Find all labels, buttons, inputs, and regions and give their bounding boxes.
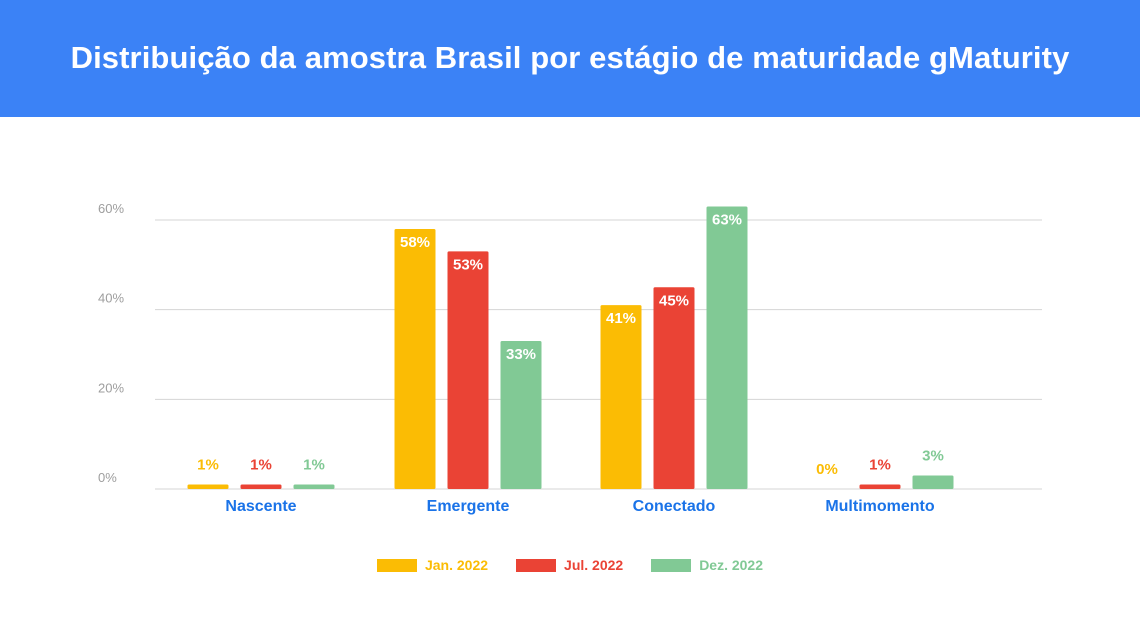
data-label: 3% xyxy=(922,448,944,465)
legend-label: Dez. 2022 xyxy=(699,557,764,573)
data-label: 58% xyxy=(400,234,430,251)
y-tick-label: 0% xyxy=(98,470,117,485)
legend-label: Jul. 2022 xyxy=(564,557,624,573)
bar xyxy=(500,341,542,489)
category-label: Multimomento xyxy=(825,498,935,515)
chart-legend: Jan. 2022 Jul. 2022 Dez. 2022 xyxy=(0,557,1140,573)
data-label: 33% xyxy=(506,346,536,363)
data-label: 1% xyxy=(197,457,219,474)
bar xyxy=(912,475,954,489)
data-label: 1% xyxy=(250,457,272,474)
data-label: 53% xyxy=(453,256,483,273)
data-label: 0% xyxy=(816,461,838,478)
category-label: Conectado xyxy=(633,498,716,515)
bar xyxy=(447,251,489,489)
bar xyxy=(394,228,436,489)
bar xyxy=(187,484,229,489)
legend-label: Jan. 2022 xyxy=(424,557,489,573)
legend-swatch xyxy=(651,558,692,572)
legend-swatch xyxy=(376,558,417,572)
legend-item: Jan. 2022 xyxy=(376,557,489,573)
data-label: 41% xyxy=(606,310,636,327)
header-banner: Distribuição da amostra Brasil por estág… xyxy=(0,0,1140,117)
y-tick-label: 20% xyxy=(98,380,124,395)
legend-swatch xyxy=(516,558,557,572)
bar xyxy=(653,287,695,489)
data-label: 1% xyxy=(303,457,325,474)
category-label: Nascente xyxy=(225,498,296,515)
bar xyxy=(600,305,642,489)
data-label: 1% xyxy=(869,457,891,474)
chart-title: Distribuição da amostra Brasil por estág… xyxy=(70,39,1070,75)
bar xyxy=(240,484,282,489)
data-label: 63% xyxy=(712,212,742,229)
legend-item: Jul. 2022 xyxy=(516,557,623,573)
bar xyxy=(706,206,748,490)
category-label: Emergente xyxy=(427,498,510,515)
y-tick-label: 40% xyxy=(98,291,124,306)
legend-item: Dez. 2022 xyxy=(651,557,763,573)
y-tick-label: 60% xyxy=(98,201,124,216)
bar xyxy=(293,484,335,489)
data-label: 45% xyxy=(659,292,689,309)
bar xyxy=(859,484,901,489)
